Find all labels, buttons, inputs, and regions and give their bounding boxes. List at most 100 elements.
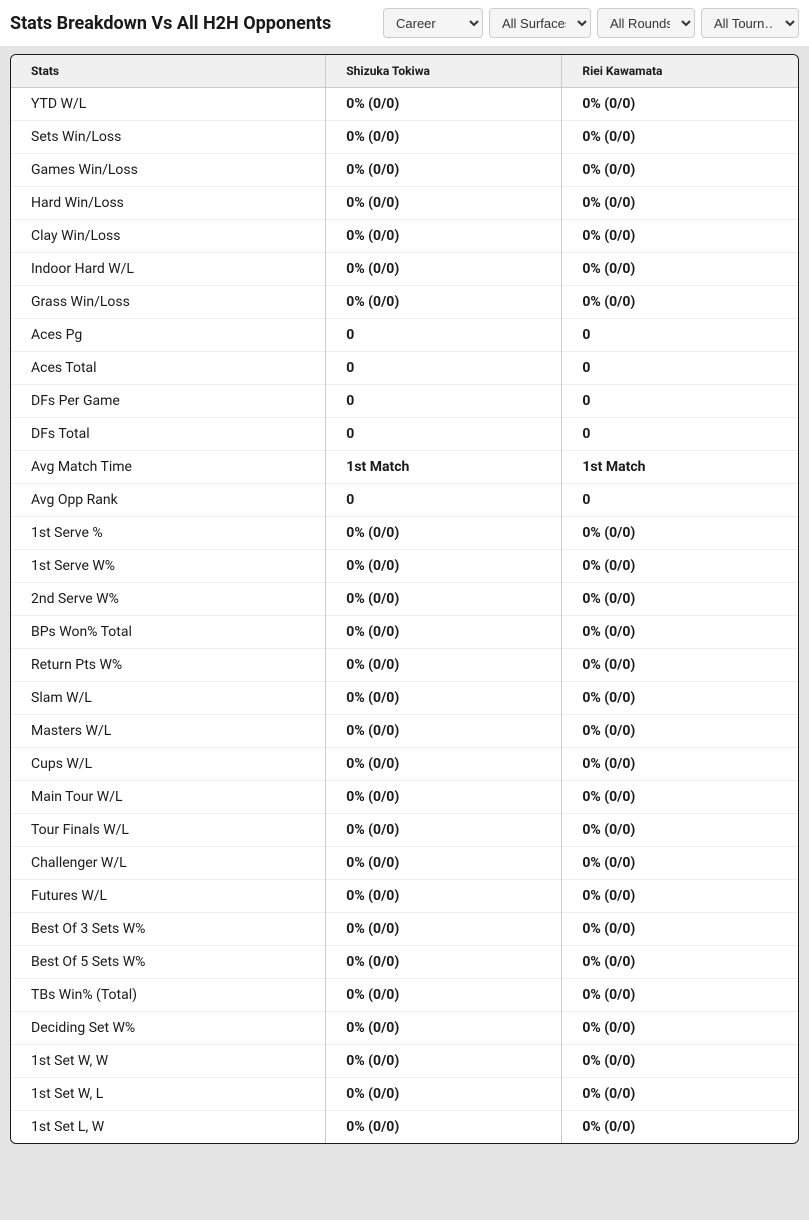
- player2-value: 0% (0/0): [562, 187, 798, 220]
- table-row: Best Of 3 Sets W%0% (0/0)0% (0/0): [11, 913, 798, 946]
- player1-value: 0% (0/0): [326, 286, 562, 319]
- player2-value: 0: [562, 319, 798, 352]
- player1-value: 0: [326, 418, 562, 451]
- player2-value: 0% (0/0): [562, 880, 798, 913]
- table-row: Indoor Hard W/L0% (0/0)0% (0/0): [11, 253, 798, 286]
- stat-label: Sets Win/Loss: [11, 121, 326, 154]
- player2-value: 0% (0/0): [562, 946, 798, 979]
- player1-value: 0: [326, 385, 562, 418]
- stat-label: Best Of 5 Sets W%: [11, 946, 326, 979]
- player1-value: 0% (0/0): [326, 154, 562, 187]
- player2-value: 0% (0/0): [562, 121, 798, 154]
- table-row: 1st Set W, L0% (0/0)0% (0/0): [11, 1078, 798, 1111]
- table-row: Futures W/L0% (0/0)0% (0/0): [11, 880, 798, 913]
- table-row: BPs Won% Total0% (0/0)0% (0/0): [11, 616, 798, 649]
- stat-label: YTD W/L: [11, 88, 326, 121]
- player2-value: 0% (0/0): [562, 781, 798, 814]
- stat-label: Cups W/L: [11, 748, 326, 781]
- player1-value: 0% (0/0): [326, 187, 562, 220]
- table-row: Aces Pg00: [11, 319, 798, 352]
- table-row: Main Tour W/L0% (0/0)0% (0/0): [11, 781, 798, 814]
- player1-value: 0: [326, 484, 562, 517]
- player2-value: 0% (0/0): [562, 979, 798, 1012]
- player2-value: 1st Match: [562, 451, 798, 484]
- table-row: DFs Total00: [11, 418, 798, 451]
- column-header-stats: Stats: [11, 55, 326, 88]
- stat-label: Slam W/L: [11, 682, 326, 715]
- player1-value: 0% (0/0): [326, 649, 562, 682]
- stat-label: Aces Pg: [11, 319, 326, 352]
- stat-label: DFs Per Game: [11, 385, 326, 418]
- player1-value: 1st Match: [326, 451, 562, 484]
- player1-value: 0% (0/0): [326, 220, 562, 253]
- player1-value: 0% (0/0): [326, 253, 562, 286]
- stats-table-container: Stats Shizuka Tokiwa Riei Kawamata YTD W…: [10, 54, 799, 1144]
- stat-label: Aces Total: [11, 352, 326, 385]
- stat-label: Main Tour W/L: [11, 781, 326, 814]
- table-row: Sets Win/Loss0% (0/0)0% (0/0): [11, 121, 798, 154]
- player1-value: 0% (0/0): [326, 715, 562, 748]
- player2-value: 0% (0/0): [562, 154, 798, 187]
- player2-value: 0% (0/0): [562, 1045, 798, 1078]
- table-row: Avg Match Time1st Match1st Match: [11, 451, 798, 484]
- player1-value: 0% (0/0): [326, 1045, 562, 1078]
- table-row: Masters W/L0% (0/0)0% (0/0): [11, 715, 798, 748]
- stat-label: Indoor Hard W/L: [11, 253, 326, 286]
- stat-label: Masters W/L: [11, 715, 326, 748]
- table-row: Challenger W/L0% (0/0)0% (0/0): [11, 847, 798, 880]
- stat-label: 1st Set W, L: [11, 1078, 326, 1111]
- table-row: TBs Win% (Total)0% (0/0)0% (0/0): [11, 979, 798, 1012]
- table-row: 1st Serve %0% (0/0)0% (0/0): [11, 517, 798, 550]
- player1-value: 0% (0/0): [326, 880, 562, 913]
- stat-label: 1st Set L, W: [11, 1111, 326, 1144]
- column-header-player2: Riei Kawamata: [562, 55, 798, 88]
- table-row: Best Of 5 Sets W%0% (0/0)0% (0/0): [11, 946, 798, 979]
- stat-label: Games Win/Loss: [11, 154, 326, 187]
- player2-value: 0% (0/0): [562, 1078, 798, 1111]
- stat-label: 2nd Serve W%: [11, 583, 326, 616]
- stat-label: TBs Win% (Total): [11, 979, 326, 1012]
- career-select[interactable]: Career: [383, 8, 483, 38]
- player2-value: 0% (0/0): [562, 1111, 798, 1144]
- player1-value: 0% (0/0): [326, 550, 562, 583]
- stat-label: Grass Win/Loss: [11, 286, 326, 319]
- stat-label: Futures W/L: [11, 880, 326, 913]
- player2-value: 0% (0/0): [562, 517, 798, 550]
- surfaces-select[interactable]: All Surfaces: [489, 8, 591, 38]
- player2-value: 0: [562, 418, 798, 451]
- player1-value: 0% (0/0): [326, 847, 562, 880]
- stat-label: Avg Match Time: [11, 451, 326, 484]
- header-bar: Stats Breakdown Vs All H2H Opponents Car…: [0, 0, 809, 46]
- table-row: Aces Total00: [11, 352, 798, 385]
- player2-value: 0% (0/0): [562, 715, 798, 748]
- column-header-player1: Shizuka Tokiwa: [326, 55, 562, 88]
- player1-value: 0% (0/0): [326, 1111, 562, 1144]
- rounds-select[interactable]: All Rounds: [597, 8, 695, 38]
- tournaments-select[interactable]: All Tourn…: [701, 8, 799, 38]
- stat-label: Challenger W/L: [11, 847, 326, 880]
- player2-value: 0% (0/0): [562, 649, 798, 682]
- stat-label: Deciding Set W%: [11, 1012, 326, 1045]
- player2-value: 0% (0/0): [562, 616, 798, 649]
- player2-value: 0% (0/0): [562, 253, 798, 286]
- player1-value: 0% (0/0): [326, 1012, 562, 1045]
- stat-label: Hard Win/Loss: [11, 187, 326, 220]
- player1-value: 0% (0/0): [326, 1078, 562, 1111]
- player2-value: 0: [562, 352, 798, 385]
- player1-value: 0% (0/0): [326, 781, 562, 814]
- table-row: Tour Finals W/L0% (0/0)0% (0/0): [11, 814, 798, 847]
- player1-value: 0% (0/0): [326, 748, 562, 781]
- table-row: Clay Win/Loss0% (0/0)0% (0/0): [11, 220, 798, 253]
- player2-value: 0% (0/0): [562, 913, 798, 946]
- player1-value: 0% (0/0): [326, 814, 562, 847]
- player1-value: 0% (0/0): [326, 88, 562, 121]
- stat-label: Avg Opp Rank: [11, 484, 326, 517]
- player1-value: 0% (0/0): [326, 913, 562, 946]
- stat-label: BPs Won% Total: [11, 616, 326, 649]
- stat-label: 1st Serve %: [11, 517, 326, 550]
- stat-label: Return Pts W%: [11, 649, 326, 682]
- table-row: Return Pts W%0% (0/0)0% (0/0): [11, 649, 798, 682]
- table-row: Games Win/Loss0% (0/0)0% (0/0): [11, 154, 798, 187]
- player2-value: 0: [562, 385, 798, 418]
- player2-value: 0% (0/0): [562, 682, 798, 715]
